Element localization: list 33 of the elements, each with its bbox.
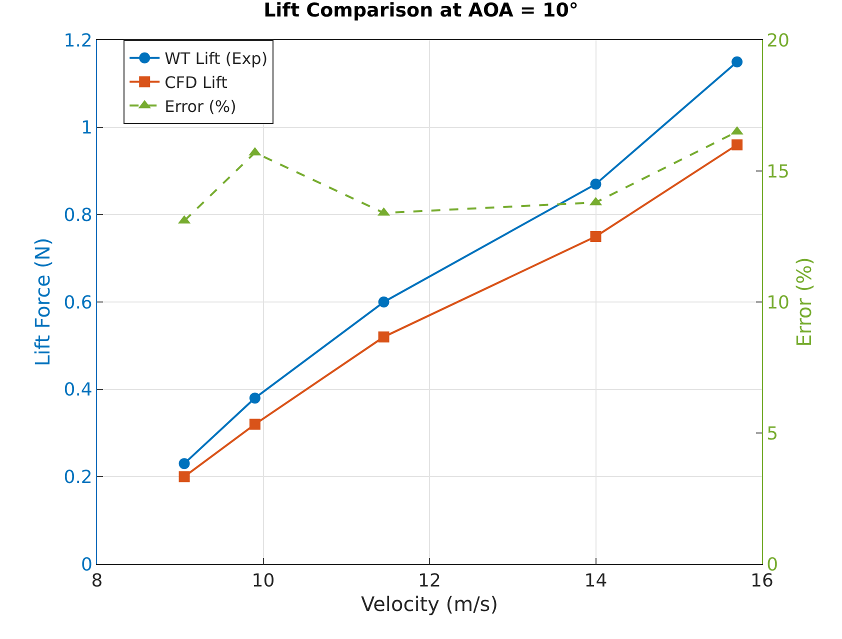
y2-axis-title: Error (%) [792,257,816,347]
y-tick-label: 0.4 [64,380,92,401]
y2-tick-label: 10 [766,292,790,314]
y-tick-label: 0 [80,554,92,576]
x-tick-label: 12 [418,570,441,592]
point [590,178,602,190]
y2-tick-label: 5 [766,423,778,444]
y-axis-title: Lift Force (N) [30,238,54,366]
y2-tick-label: 20 [766,30,790,52]
y-tick-label: 0.2 [64,466,92,488]
legend-label: WT Lift (Exp) [164,49,268,68]
point [249,418,260,430]
chart-title: Lift Comparison at AOA = 10° [264,0,578,22]
point [378,296,390,308]
x-tick-label: 8 [91,570,103,592]
x-tick-label: 10 [252,570,275,592]
legend-label: Error (%) [164,96,236,116]
x-tick-label: 14 [584,570,608,592]
y2-tick-label: 15 [766,161,790,182]
point [378,331,390,342]
legend-label: CFD Lift [164,72,228,92]
y-tick-label: 1.2 [64,30,92,52]
point [178,471,190,482]
point [249,392,260,404]
point [178,458,190,470]
y-tick-label: 1 [80,118,92,139]
x-axis-title: Velocity (m/s) [360,592,498,616]
point [732,139,743,150]
y-tick-label: 0.8 [64,204,92,226]
point [590,231,602,242]
y-tick-label: 0.6 [64,292,92,314]
point [732,56,743,68]
x-tick-label: 16 [750,570,774,592]
